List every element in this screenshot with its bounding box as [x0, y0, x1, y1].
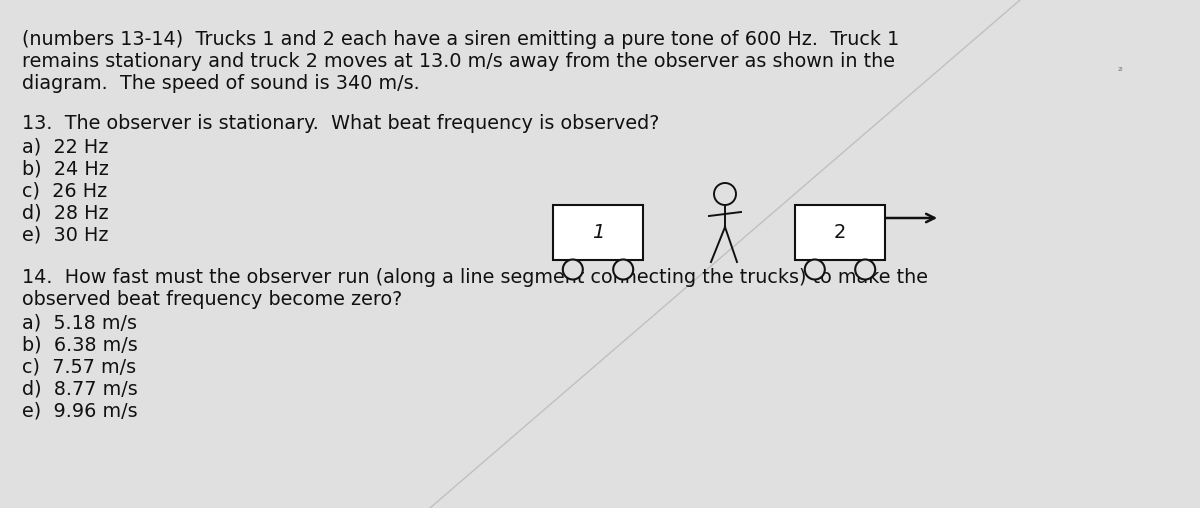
Text: 2: 2 — [834, 223, 846, 241]
Text: a)  5.18 m/s: a) 5.18 m/s — [22, 314, 137, 333]
Text: d)  28 Hz: d) 28 Hz — [22, 204, 109, 223]
Text: observed beat frequency become zero?: observed beat frequency become zero? — [22, 290, 402, 308]
Circle shape — [856, 260, 875, 279]
Text: c)  26 Hz: c) 26 Hz — [22, 182, 107, 201]
Text: a)  22 Hz: a) 22 Hz — [22, 138, 108, 157]
Text: remains stationary and truck 2 moves at 13.0 m/s away from the observer as shown: remains stationary and truck 2 moves at … — [22, 52, 895, 71]
Circle shape — [563, 260, 583, 279]
Text: 1: 1 — [592, 223, 604, 241]
Text: 14.  How fast must the observer run (along a line segment connecting the trucks): 14. How fast must the observer run (alon… — [22, 268, 928, 287]
Bar — [553, 205, 643, 260]
Text: b)  24 Hz: b) 24 Hz — [22, 160, 109, 179]
Text: (numbers 13-14)  Trucks 1 and 2 each have a siren emitting a pure tone of 600 Hz: (numbers 13-14) Trucks 1 and 2 each have… — [22, 30, 899, 49]
Text: b)  6.38 m/s: b) 6.38 m/s — [22, 336, 138, 355]
Text: c)  7.57 m/s: c) 7.57 m/s — [22, 358, 136, 377]
Text: ²ᴵ: ²ᴵ — [1117, 67, 1123, 77]
Circle shape — [613, 260, 634, 279]
Text: e)  30 Hz: e) 30 Hz — [22, 226, 108, 245]
Text: e)  9.96 m/s: e) 9.96 m/s — [22, 402, 138, 421]
Text: diagram.  The speed of sound is 340 m/s.: diagram. The speed of sound is 340 m/s. — [22, 74, 420, 93]
Circle shape — [805, 260, 824, 279]
Bar — [796, 205, 886, 260]
Text: 13.  The observer is stationary.  What beat frequency is observed?: 13. The observer is stationary. What bea… — [22, 114, 659, 133]
Text: d)  8.77 m/s: d) 8.77 m/s — [22, 380, 138, 399]
